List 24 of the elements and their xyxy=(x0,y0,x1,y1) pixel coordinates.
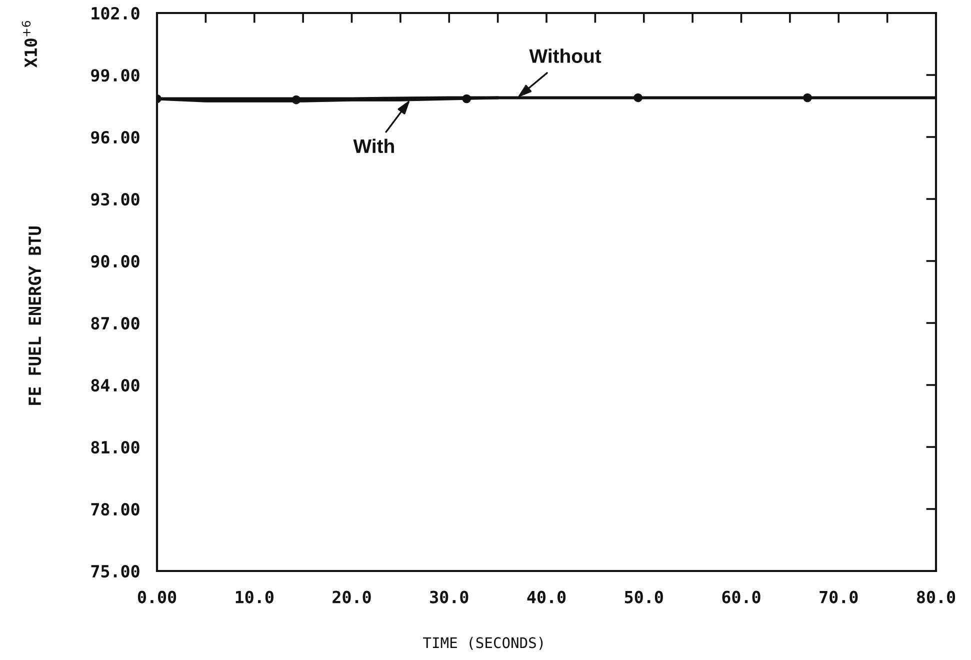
y-axis-title: FE FUEL ENERGY BTU xyxy=(28,226,42,405)
y-tick-label: 78.00 xyxy=(91,502,140,516)
text: X10$^{+6}$ xyxy=(22,20,38,68)
y-tick-label: 102.0 xyxy=(92,6,140,20)
x-tick-label: 60.0 xyxy=(722,590,760,604)
annotation: Without xyxy=(529,48,602,63)
x-tick-label: 20.0 xyxy=(332,590,371,604)
x-tick-label: 40.0 xyxy=(527,590,566,604)
y-tick-label: 81.00 xyxy=(91,440,140,454)
x-tick-label: 50.0 xyxy=(624,590,663,604)
annotation: With xyxy=(353,138,394,153)
y-tick-label: 87.00 xyxy=(91,316,140,330)
x-tick-label: 0.00 xyxy=(138,590,176,604)
x-tick-label: 10.0 xyxy=(236,590,274,604)
x-tick-label: 30.0 xyxy=(430,590,468,604)
y-tick-label: 75.00 xyxy=(91,564,140,578)
y-tick-label: 84.00 xyxy=(91,378,140,392)
y-tick-label: 96.00 xyxy=(91,130,140,144)
x-axis-title: TIME (SECONDS) xyxy=(423,636,543,650)
y-tick-label: 93.00 xyxy=(91,192,140,206)
y-tick-label: 90.00 xyxy=(91,254,140,268)
x-tick-label: 70.0 xyxy=(820,590,858,604)
x-tick-label: 80.0 xyxy=(916,590,956,604)
y-tick-label: 99.00 xyxy=(91,68,140,82)
